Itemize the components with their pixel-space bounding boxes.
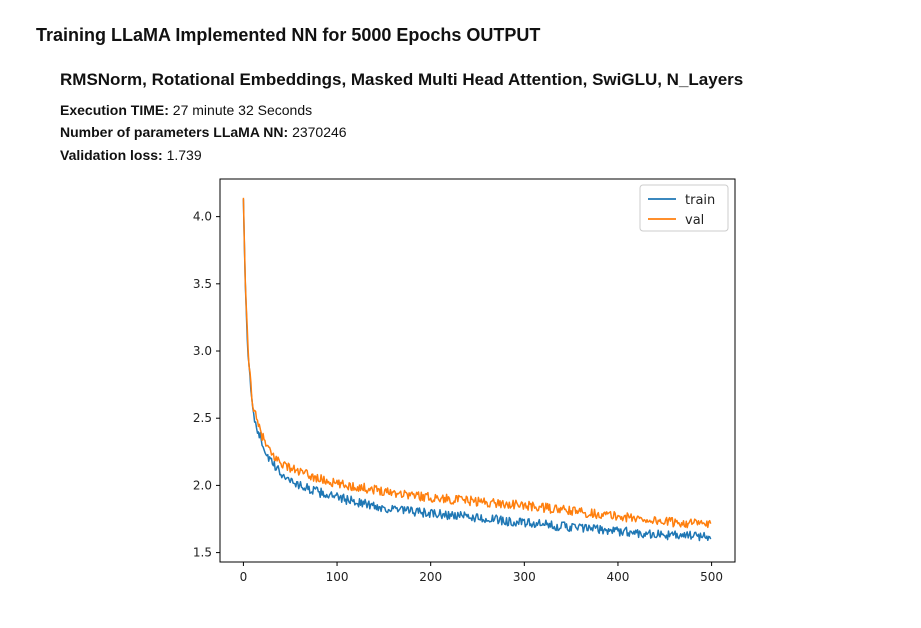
execution-time-value: 27 minute 32 Seconds [172,102,313,118]
parameter-count-label: Number of parameters LLaMA NN: [60,124,289,140]
y-tick-label: 1.5 [193,546,212,560]
x-tick-label: 400 [607,570,630,584]
x-tick-label: 500 [700,570,723,584]
parameter-count-row: Number of parameters LLaMA NN: 2370246 [60,124,347,140]
validation-loss-value: 1.739 [166,147,202,163]
validation-loss-row: Validation loss: 1.739 [60,147,202,163]
execution-time-row: Execution TIME: 27 minute 32 Seconds [60,102,312,118]
legend-label-val: val [685,213,704,228]
legend: train val [639,184,729,232]
train-loss-line [242,199,712,542]
validation-loss-label: Validation loss: [60,147,163,163]
y-tick-label: 4.0 [193,210,212,224]
plot-area [219,178,736,563]
legend-label-train: train [685,193,715,208]
execution-time-label: Execution TIME: [60,102,169,118]
page-subtitle: RMSNorm, Rotational Embeddings, Masked M… [60,70,744,89]
y-tick-label: 3.0 [193,344,212,358]
parameter-count-value: 2370246 [292,124,347,140]
x-tick-label: 200 [419,570,442,584]
x-tick-label: 300 [513,570,536,584]
val-loss-line [242,197,712,529]
y-tick-label: 2.5 [193,411,212,425]
y-tick-label: 3.5 [193,277,212,291]
page-title: Training LLaMA Implemented NN for 5000 E… [36,25,541,45]
x-tick-label: 100 [326,570,349,584]
x-tick-label: 0 [240,570,248,584]
legend-box [639,184,729,232]
y-tick-label: 2.0 [193,478,212,492]
